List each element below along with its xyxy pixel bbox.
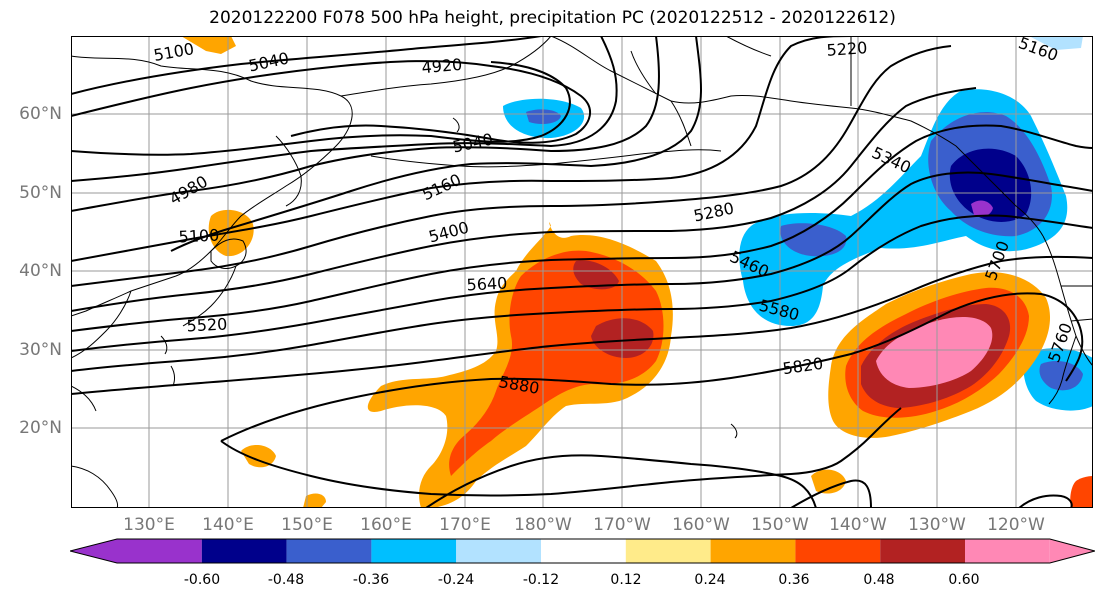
lat-label-60n: 60°N bbox=[19, 104, 62, 124]
contour-label: 5520 bbox=[186, 314, 228, 335]
colorbar-tick: -0.12 bbox=[522, 572, 560, 588]
lon-label-170e: 170°E bbox=[439, 515, 491, 535]
colorbar-outline bbox=[70, 538, 1095, 564]
colorbar-segment bbox=[371, 539, 457, 563]
colorbar-segment bbox=[541, 539, 626, 563]
colorbar-tick: 0.24 bbox=[694, 572, 726, 588]
lon-label-160e: 160°E bbox=[360, 515, 412, 535]
lat-label-30n: 30°N bbox=[19, 340, 62, 360]
lon-label-150e: 150°E bbox=[281, 515, 333, 535]
colorbar-segment bbox=[880, 539, 965, 563]
colorbar-tick: 0.48 bbox=[863, 572, 895, 588]
colorbar-segment bbox=[710, 539, 796, 563]
colorbar-tick: -0.60 bbox=[183, 572, 221, 588]
colorbar-segment bbox=[286, 539, 372, 563]
colorbar-tick: 0.36 bbox=[778, 572, 810, 588]
colorbar-tick: -0.48 bbox=[267, 572, 305, 588]
colorbar-tick: 0.12 bbox=[610, 572, 642, 588]
colorbar-segment bbox=[456, 539, 541, 563]
lon-label-140e: 140°E bbox=[202, 515, 254, 535]
contour-label: 4920 bbox=[421, 55, 463, 77]
map-title: 2020122200 F078 500 hPa height, precipit… bbox=[209, 8, 896, 28]
lon-label-130w: 130°W bbox=[908, 515, 966, 535]
graticule bbox=[71, 36, 1093, 508]
colorbar-segment bbox=[117, 539, 202, 563]
lon-label-120w: 120°W bbox=[987, 515, 1045, 535]
contour-label: 5100 bbox=[178, 225, 220, 246]
lat-label-50n: 50°N bbox=[19, 183, 62, 203]
colorbar-segment bbox=[795, 539, 881, 563]
colorbar-tick: -0.24 bbox=[437, 572, 475, 588]
contour-label: 5220 bbox=[826, 38, 868, 60]
colorbar bbox=[70, 538, 1095, 564]
lon-label-160w: 160°W bbox=[672, 515, 730, 535]
colorbar-segment bbox=[965, 539, 1050, 563]
contour-label: 5640 bbox=[466, 273, 508, 294]
colorbar-segment bbox=[625, 539, 711, 563]
height-contours bbox=[71, 36, 1093, 508]
colorbar-tick: 0.60 bbox=[948, 572, 980, 588]
lat-label-20n: 20°N bbox=[19, 418, 62, 438]
lon-label-170w: 170°W bbox=[593, 515, 651, 535]
colorbar-extend-high bbox=[1049, 539, 1095, 563]
lon-label-140w: 140°W bbox=[829, 515, 887, 535]
lon-label-130e: 130°E bbox=[123, 515, 175, 535]
colorbar-segment bbox=[201, 539, 287, 563]
colorbar-tick: -0.36 bbox=[352, 572, 390, 588]
lat-label-40n: 40°N bbox=[19, 261, 62, 281]
lon-label-180w: 180°W bbox=[514, 515, 572, 535]
colorbar-extend-low bbox=[70, 539, 117, 563]
lon-label-150w: 150°W bbox=[751, 515, 809, 535]
